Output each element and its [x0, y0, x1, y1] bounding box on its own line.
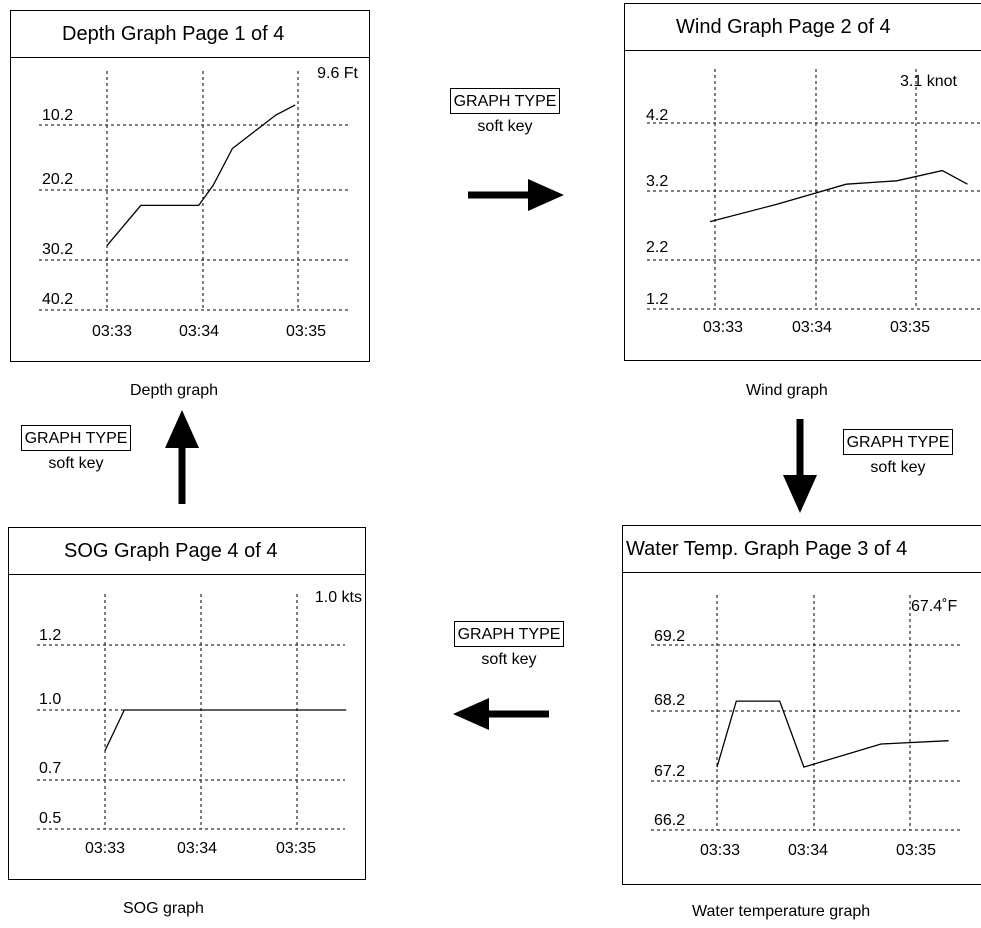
- y-tick-label: 20.2: [42, 171, 73, 188]
- soft-key-label: GRAPH TYPE: [449, 88, 561, 114]
- y-tick-label: 1.2: [646, 291, 668, 308]
- x-tick-label: 03:33: [700, 842, 740, 859]
- depth-graph-caption: Depth graph: [130, 382, 219, 399]
- y-tick-label: 2.2: [646, 239, 668, 256]
- value-readout: 3.1 knot: [900, 73, 957, 90]
- series-line: [106, 104, 296, 247]
- value-readout: 1.0 kts: [315, 589, 362, 606]
- x-tick-label: 03:34: [792, 319, 832, 336]
- water-temp-graph-caption: Water temperature graph: [692, 903, 871, 920]
- y-tick-label: 40.2: [42, 291, 73, 308]
- soft-key-caption: soft key: [870, 459, 926, 476]
- y-tick-label: 66.2: [654, 812, 685, 829]
- x-tick-label: 03:33: [703, 319, 743, 336]
- depth-graph-title: Depth Graph Page 1 of 4: [11, 11, 369, 58]
- wind-graph-plot: 3.1 knot 4.2 3.2 2.2 1.2 03:33 03:34 03:…: [646, 69, 981, 336]
- soft-key-label: GRAPH TYPE: [453, 621, 565, 647]
- y-tick-label: 3.2: [646, 173, 668, 190]
- y-tick-label: 67.2: [654, 763, 685, 780]
- graph-type-soft-key-top[interactable]: GRAPH TYPE soft key: [425, 88, 585, 136]
- x-tick-label: 03:34: [179, 323, 219, 340]
- y-tick-label: 10.2: [42, 107, 73, 124]
- arrow-left-icon: [453, 698, 549, 730]
- water-temp-graph-panel: Water Temp. Graph Page 3 of 4 67.4˚F 69.…: [622, 525, 981, 885]
- y-tick-label: 30.2: [42, 241, 73, 258]
- y-tick-label: 4.2: [646, 107, 668, 124]
- y-tick-label: 1.2: [39, 627, 61, 644]
- wind-graph-caption: Wind graph: [746, 382, 828, 399]
- soft-key-caption: soft key: [477, 118, 533, 135]
- x-tick-label: 03:33: [92, 323, 132, 340]
- wind-graph-panel: Wind Graph Page 2 of 4 3.1 knot 4.2 3.2 …: [624, 3, 981, 361]
- sog-graph-caption: SOG graph: [123, 900, 204, 917]
- soft-key-label: GRAPH TYPE: [842, 429, 954, 455]
- soft-key-caption: soft key: [48, 455, 104, 472]
- graph-type-soft-key-right[interactable]: GRAPH TYPE soft key: [818, 429, 978, 477]
- y-tick-label: 0.5: [39, 810, 61, 827]
- x-tick-label: 03:34: [788, 842, 828, 859]
- graph-type-soft-key-left[interactable]: GRAPH TYPE soft key: [3, 425, 149, 473]
- y-tick-label: 68.2: [654, 692, 685, 709]
- arrow-up-icon: [165, 410, 199, 504]
- sog-graph-panel: SOG Graph Page 4 of 4 1.0 kts 1.2 1.0 0.…: [8, 527, 366, 880]
- value-readout: 67.4˚F: [911, 598, 957, 615]
- y-tick-label: 0.7: [39, 760, 61, 777]
- y-tick-label: 1.0: [39, 691, 61, 708]
- soft-key-label: GRAPH TYPE: [20, 425, 132, 451]
- soft-key-caption: soft key: [481, 651, 537, 668]
- x-tick-label: 03:34: [177, 840, 217, 857]
- series-line: [104, 709, 347, 751]
- water-temp-graph-plot: 67.4˚F 69.2 68.2 67.2 66.2 03:33 03:34 0…: [651, 595, 961, 859]
- sog-graph-plot: 1.0 kts 1.2 1.0 0.7 0.5 03:33 03:34 03:3…: [37, 589, 362, 857]
- depth-graph-panel: Depth Graph Page 1 of 4 9.6 Ft 10.2 20.2…: [10, 10, 370, 362]
- series-line: [716, 700, 949, 768]
- wind-graph-title: Wind Graph Page 2 of 4: [625, 4, 981, 51]
- sog-graph-title: SOG Graph Page 4 of 4: [9, 528, 365, 575]
- x-tick-label: 03:33: [85, 840, 125, 857]
- x-tick-label: 03:35: [890, 319, 930, 336]
- x-tick-label: 03:35: [286, 323, 326, 340]
- water-temp-graph-title: Water Temp. Graph Page 3 of 4: [623, 526, 981, 573]
- series-line: [709, 169, 968, 223]
- graph-type-soft-key-bottom[interactable]: GRAPH TYPE soft key: [429, 621, 589, 669]
- arrow-right-icon: [468, 179, 564, 211]
- value-readout: 9.6 Ft: [317, 65, 358, 82]
- x-tick-label: 03:35: [276, 840, 316, 857]
- y-tick-label: 69.2: [654, 628, 685, 645]
- depth-graph-plot: 9.6 Ft 10.2 20.2 30.2 40.2 03:33 03:34 0…: [39, 65, 359, 340]
- arrow-down-icon: [783, 419, 817, 513]
- x-tick-label: 03:35: [896, 842, 936, 859]
